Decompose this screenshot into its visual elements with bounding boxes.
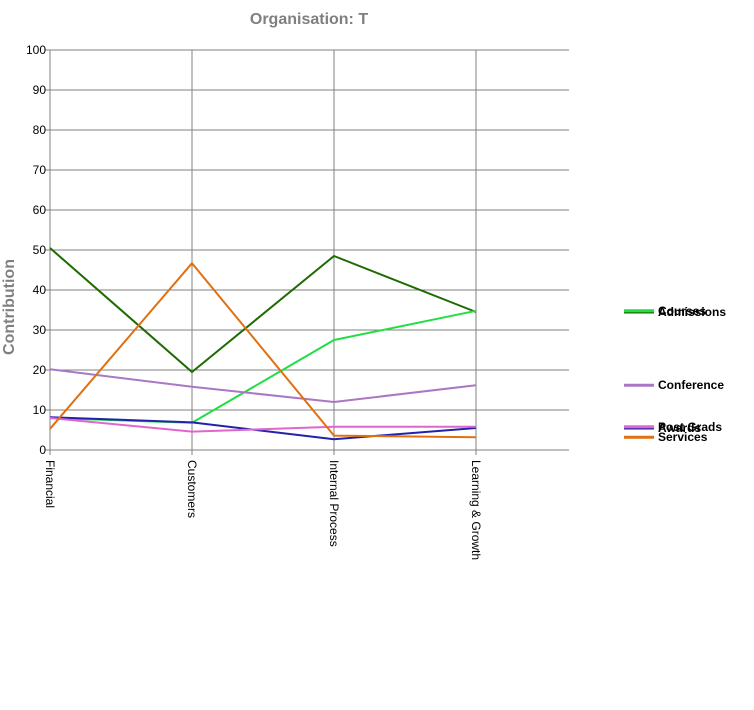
x-tick-label: Internal Process — [327, 460, 341, 547]
series-line-admissions — [49, 247, 477, 373]
y-tick-label: 90 — [33, 83, 47, 97]
legend-label-awards: Awards — [658, 421, 701, 435]
legend-label-services: Services — [658, 430, 708, 444]
series-lines — [49, 247, 477, 441]
y-tick-label: 20 — [33, 363, 47, 377]
legend-label-conference: Conference — [658, 378, 724, 392]
y-tick-label: 50 — [33, 243, 47, 257]
grid-lines — [50, 49, 569, 450]
x-tick-labels: Financial Customers Internal Process Learni… — [43, 460, 483, 560]
y-tick-labels: 0 10 20 30 40 50 60 70 80 90 100 — [26, 43, 46, 457]
legend-label-courses: Courses — [658, 304, 706, 318]
series-line-conference — [49, 368, 477, 403]
series-line-post-grads — [49, 417, 476, 433]
y-tick-label: 40 — [33, 283, 47, 297]
y-tick-label: 30 — [33, 323, 47, 337]
series-line-services — [49, 262, 477, 439]
x-tick-label: Financial — [43, 460, 57, 508]
series-line-awards — [49, 416, 477, 441]
y-tick-label: 70 — [33, 163, 47, 177]
y-tick-label: 80 — [33, 123, 47, 137]
series-line-courses — [49, 309, 477, 424]
legend-label-post-grads: Post Grads — [658, 420, 722, 434]
x-tick-label: Customers — [185, 460, 199, 518]
y-tick-label: 10 — [33, 403, 47, 417]
y-tick-label: 100 — [26, 43, 46, 57]
chart-title: Organisation: T — [250, 11, 368, 28]
y-tick-label: 60 — [33, 203, 47, 217]
x-tick-label: Learning & Growth — [469, 460, 483, 560]
y-axis-label: Contribution — [1, 259, 18, 355]
legend-label-admissions: Admissions — [658, 305, 726, 319]
axes — [45, 49, 569, 455]
y-tick-label: 0 — [39, 443, 46, 457]
